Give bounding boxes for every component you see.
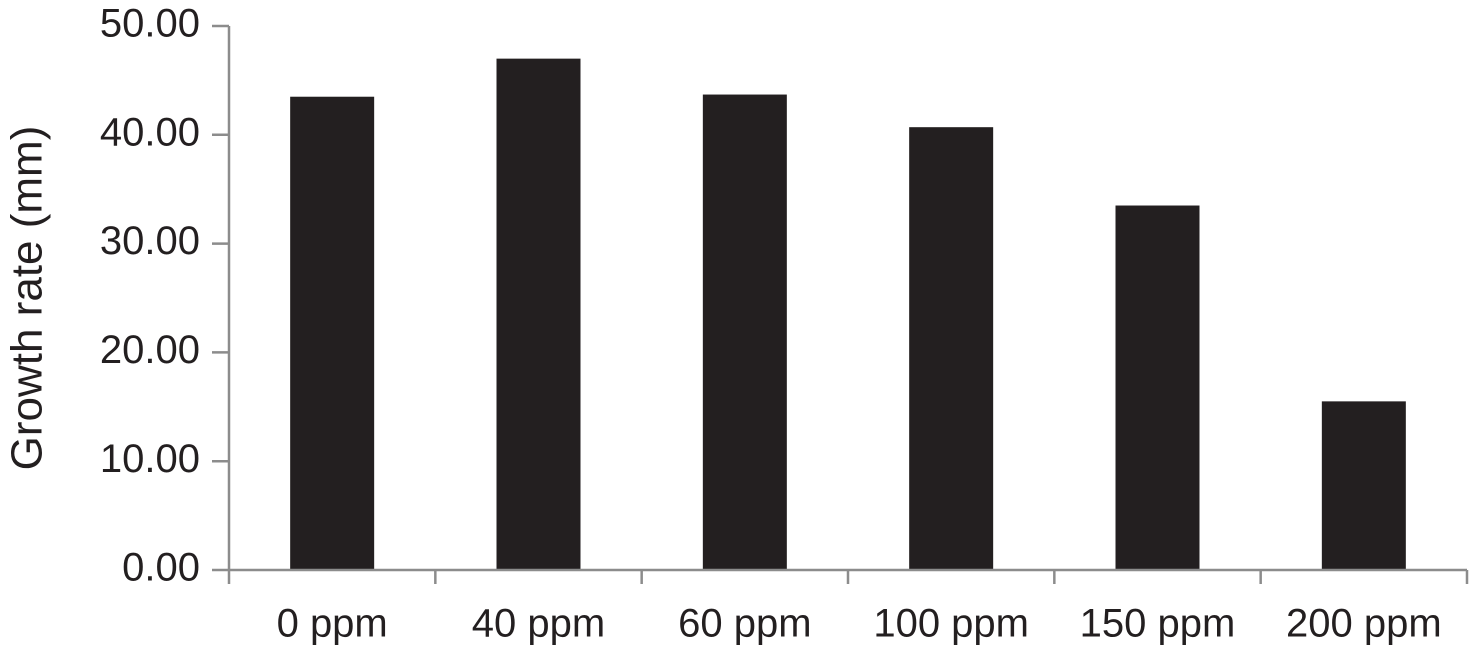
y-tick-label: 50.00 xyxy=(100,2,200,46)
x-tick-label: 100 ppm xyxy=(873,602,1029,646)
y-axis-label: Growth rate (mm) xyxy=(3,126,52,471)
x-tick-label: 60 ppm xyxy=(678,602,811,646)
bar xyxy=(1115,205,1200,570)
bar xyxy=(290,96,375,570)
y-tick-label: 40.00 xyxy=(100,110,200,154)
bar xyxy=(702,94,787,570)
y-tick-label: 20.00 xyxy=(100,328,200,372)
y-tick-label: 0.00 xyxy=(122,546,200,590)
y-tick-label: 30.00 xyxy=(100,219,200,263)
bar xyxy=(1321,401,1406,570)
bar xyxy=(496,58,581,570)
bar xyxy=(909,127,994,571)
x-tick-label: 40 ppm xyxy=(472,602,605,646)
x-tick-label: 150 ppm xyxy=(1080,602,1236,646)
x-tick-label: 200 ppm xyxy=(1286,602,1442,646)
x-tick-label: 0 ppm xyxy=(277,602,388,646)
y-tick-label: 10.00 xyxy=(100,437,200,481)
